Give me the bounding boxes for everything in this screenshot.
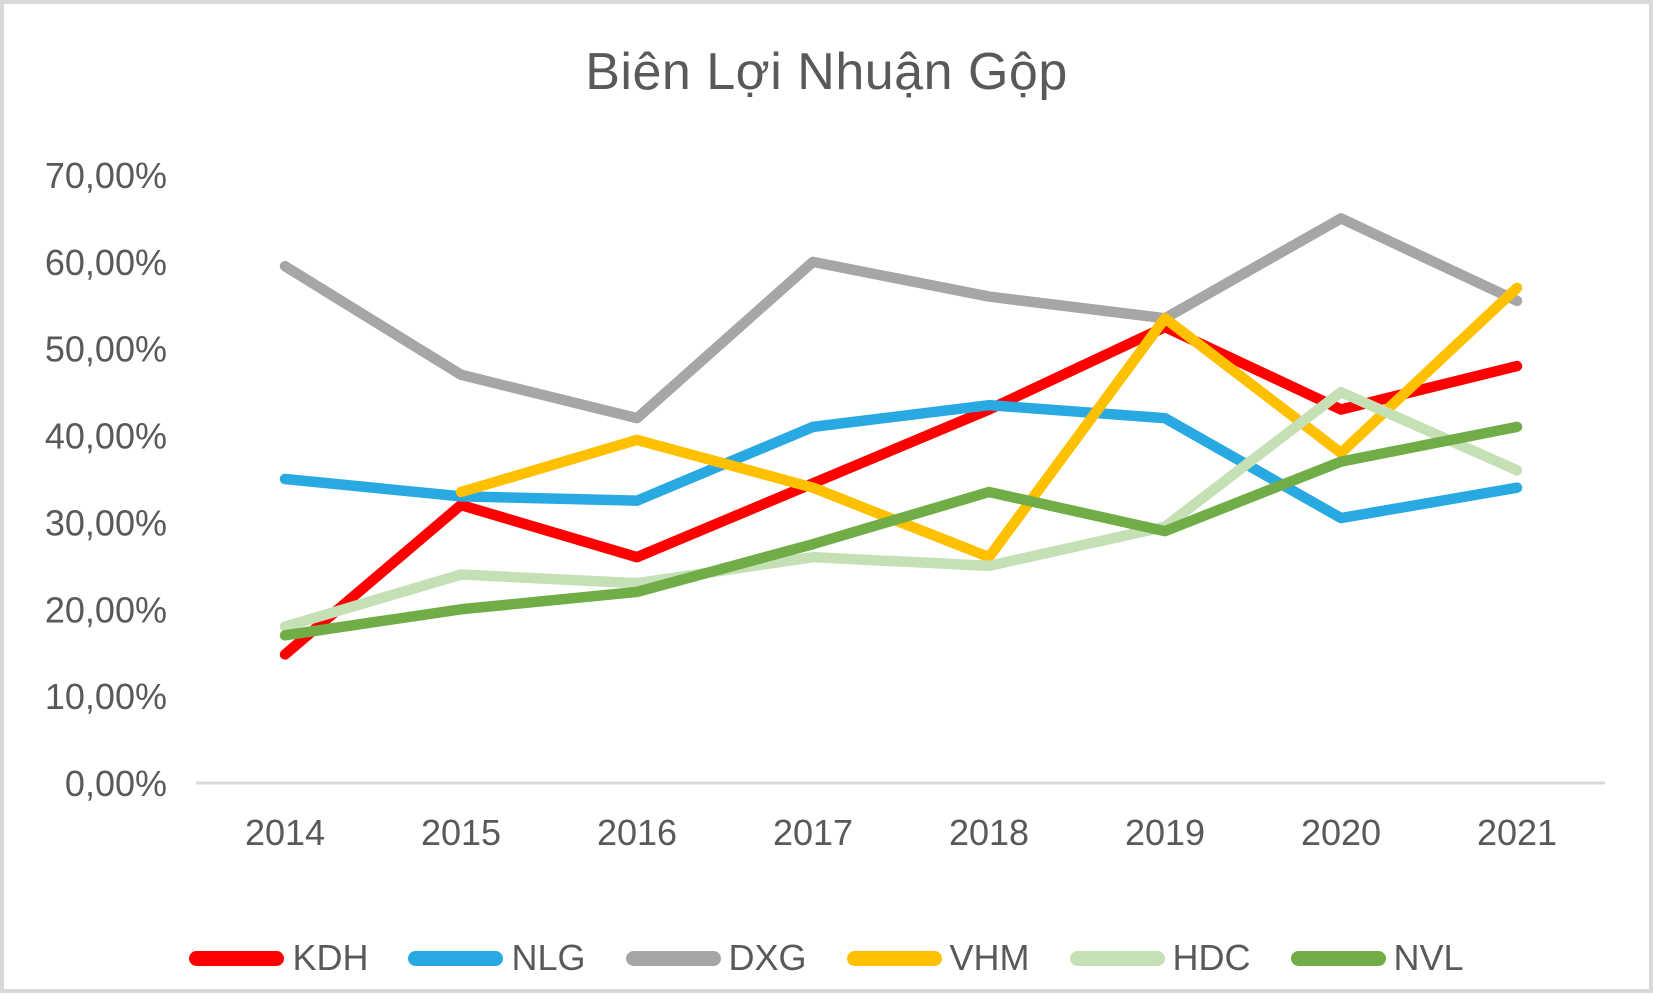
legend-item-nlg: NLG: [408, 937, 586, 978]
legend-swatch-vhm: [846, 950, 942, 966]
series-line-kdh: [279, 321, 1523, 660]
legend-swatch-nlg: [408, 950, 504, 966]
legend-swatch-dxg: [625, 950, 721, 966]
y-axis-tick-label: 10,00%: [45, 676, 167, 717]
legend-label-nlg: NLG: [511, 937, 586, 978]
chart-title: Biên Lợi Nhuận Gộp: [585, 43, 1068, 101]
legend-swatch-hdc: [1069, 950, 1165, 966]
x-axis-category-label: 2020: [1301, 812, 1381, 853]
y-axis-tick-label: 20,00%: [45, 589, 167, 630]
y-axis-tick-label: 30,00%: [45, 502, 167, 543]
y-axis-tick-label: 60,00%: [45, 242, 167, 283]
legend-item-kdh: KDH: [189, 940, 368, 976]
x-axis-category-label: 2021: [1477, 812, 1557, 853]
legend-item-hdc: HDC: [1069, 937, 1251, 978]
chart-legend: KDH NLG DXG VHM HDC NVL: [4, 940, 1649, 976]
x-axis-category-label: 2014: [245, 812, 325, 853]
y-axis-tick-label: 50,00%: [45, 329, 167, 370]
line-chart-plot: 0,00% 10,00% 20,00% 30,00% 40,00% 50,00% 60,00…: [45, 155, 1605, 853]
legend-label-nvl: NVL: [1393, 937, 1464, 978]
series-line-nvl: [279, 421, 1523, 641]
series-line-hdc: [279, 386, 1523, 632]
legend-label-dxg: DXG: [728, 937, 807, 978]
series-line-vhm: [455, 282, 1523, 563]
y-axis-tick-label: 70,00%: [45, 155, 167, 196]
legend-label-hdc: HDC: [1172, 937, 1251, 978]
legend-swatch-nvl: [1290, 950, 1386, 966]
x-axis-category-label: 2018: [949, 812, 1029, 853]
legend-item-dxg: DXG: [625, 937, 807, 978]
y-axis-tick-label: 0,00%: [65, 763, 167, 804]
x-axis-category-label: 2017: [773, 812, 853, 853]
series-line-dxg: [279, 213, 1523, 424]
y-axis-tick-label: 40,00%: [45, 416, 167, 457]
x-axis-category-label: 2015: [421, 812, 501, 853]
series-line-nlg: [279, 399, 1523, 524]
legend-item-vhm: VHM: [846, 937, 1030, 978]
x-axis-category-label: 2019: [1125, 812, 1205, 853]
legend-swatch-kdh: [189, 950, 285, 966]
x-axis-category-label: 2016: [597, 812, 677, 853]
legend-label-kdh: KDH: [292, 937, 369, 978]
legend-item-nvl: NVL: [1290, 937, 1464, 978]
legend-label-vhm: VHM: [949, 937, 1030, 978]
